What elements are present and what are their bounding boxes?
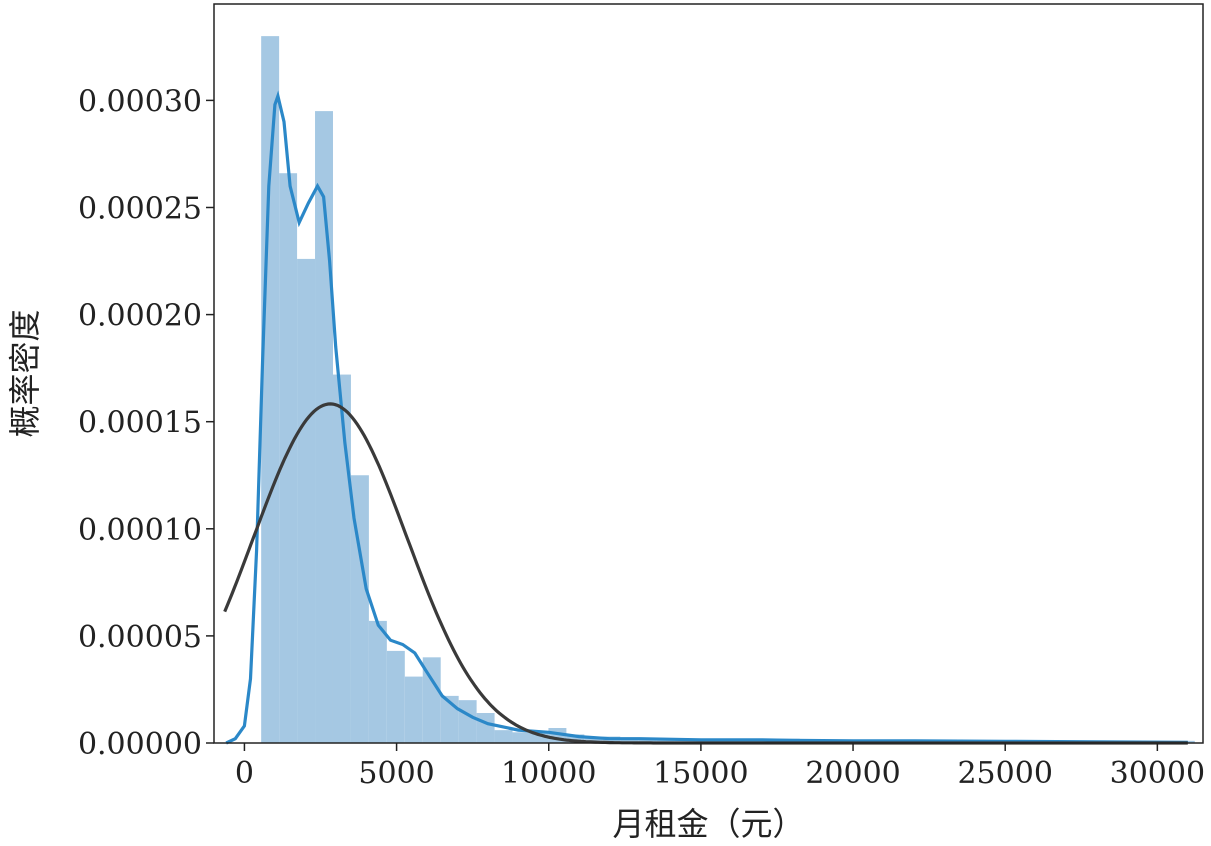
y-tick-label: 0.00025	[78, 191, 202, 226]
histogram-bar	[315, 111, 333, 744]
histogram-bar	[656, 738, 675, 743]
histogram-bar	[279, 173, 298, 744]
x-tick-label: 10000	[501, 756, 596, 791]
y-tick-label: 0.00010	[78, 513, 202, 548]
histogram-bar	[261, 36, 280, 744]
histogram-bar	[297, 258, 316, 743]
histogram-bar	[566, 734, 585, 743]
histogram-bar	[620, 738, 639, 743]
x-axis-label: 月租金（元）	[612, 805, 804, 843]
histogram-bar	[386, 650, 405, 743]
x-tick-label: 15000	[653, 756, 748, 791]
y-tick-label: 0.00030	[78, 84, 202, 119]
y-axis-label: 概率密度	[6, 309, 44, 437]
histogram-bar	[494, 730, 513, 743]
x-tick-label: 5000	[358, 756, 434, 791]
y-tick-label: 0.00005	[78, 620, 202, 655]
histogram-bar	[422, 657, 441, 743]
histogram-bar	[458, 700, 477, 743]
x-tick-label: 30000	[1110, 756, 1205, 791]
histogram-bar	[530, 732, 549, 743]
histogram-bars	[261, 36, 1195, 744]
y-tick-label: 0.00020	[78, 299, 202, 334]
kde-line	[225, 90, 1188, 745]
histogram-bar	[404, 676, 423, 743]
plot-frame	[213, 3, 1204, 744]
x-tick-label: 25000	[957, 756, 1052, 791]
y-tick-label: 0.00015	[78, 406, 202, 441]
histogram-bar	[476, 713, 495, 743]
histogram-bar	[584, 736, 603, 743]
histogram-bar	[512, 732, 531, 743]
x-axis-ticks: 0 5000 10000 15000 20000 25000 30000	[235, 743, 1205, 791]
y-tick-label: 0.00000	[78, 727, 202, 762]
histogram-bar	[368, 620, 387, 743]
histogram-bar	[332, 374, 351, 743]
histogram-bar	[638, 738, 657, 743]
y-axis-ticks: 0.00000 0.00005 0.00010 0.00015 0.00020 0.000…	[78, 84, 214, 762]
x-tick-label: 0	[235, 756, 254, 791]
histogram-bar	[350, 475, 369, 743]
x-tick-label: 20000	[805, 756, 900, 791]
